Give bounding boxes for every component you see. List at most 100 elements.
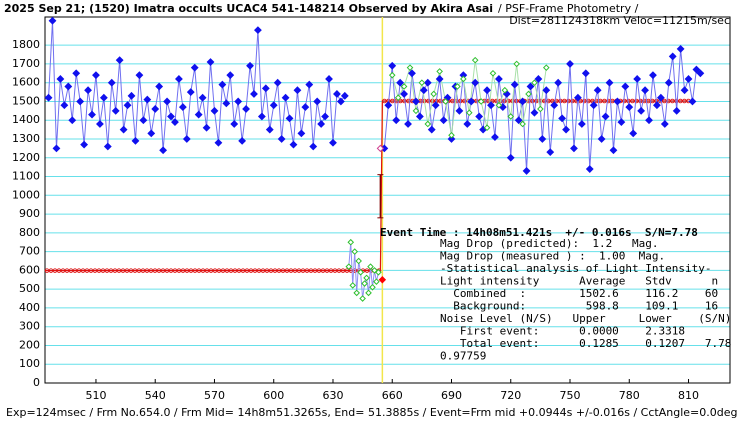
data-point bbox=[550, 101, 559, 110]
y-tick-label: 0 bbox=[33, 376, 40, 389]
data-point bbox=[218, 80, 227, 89]
data-point bbox=[68, 116, 77, 125]
data-point bbox=[672, 106, 681, 115]
data-point bbox=[210, 106, 219, 115]
data-point bbox=[566, 60, 574, 68]
data-point bbox=[178, 103, 187, 111]
data-point bbox=[692, 65, 701, 74]
data-point bbox=[585, 165, 594, 173]
data-point bbox=[406, 64, 414, 71]
data-point bbox=[289, 140, 298, 149]
data-point bbox=[107, 78, 116, 87]
data-point bbox=[135, 71, 144, 80]
annotation: Background: 598.8 109.1 16 bbox=[440, 300, 718, 313]
data-point bbox=[384, 101, 393, 110]
data-point bbox=[668, 52, 677, 61]
data-point bbox=[254, 26, 262, 35]
data-point bbox=[570, 144, 578, 153]
data-point bbox=[519, 120, 526, 128]
data-point bbox=[471, 56, 479, 64]
data-point bbox=[510, 80, 519, 89]
data-point bbox=[345, 263, 353, 270]
data-point bbox=[48, 16, 57, 25]
data-point bbox=[317, 120, 326, 128]
data-point bbox=[333, 90, 341, 98]
data-point bbox=[250, 90, 258, 98]
data-point bbox=[629, 129, 638, 138]
data-point bbox=[641, 86, 649, 95]
data-point bbox=[448, 131, 455, 139]
data-point bbox=[427, 125, 436, 134]
data-point bbox=[285, 114, 294, 123]
data-point bbox=[84, 86, 92, 95]
data-point bbox=[676, 45, 685, 53]
annotation: Combined : 1502.6 116.2 60 bbox=[440, 287, 718, 300]
data-point bbox=[206, 58, 215, 66]
data-point bbox=[198, 93, 207, 102]
annotation: Mag Drop (measured ) : 1.00 Mag. bbox=[440, 250, 665, 263]
data-point bbox=[269, 101, 278, 110]
data-point bbox=[297, 129, 306, 138]
data-point bbox=[525, 90, 532, 98]
y-tick-label: 300 bbox=[19, 320, 40, 333]
data-point bbox=[242, 105, 250, 113]
data-point bbox=[418, 79, 426, 86]
data-point bbox=[394, 94, 402, 102]
y-tick-label: 900 bbox=[19, 207, 40, 220]
data-point bbox=[194, 110, 203, 119]
series-line bbox=[48, 20, 346, 151]
annotation: -Statistical analysis of Light Intensity… bbox=[440, 262, 712, 275]
data-point bbox=[463, 120, 472, 128]
annotation: First event: 0.0000 2.3318 bbox=[440, 325, 685, 338]
y-tick-label: 800 bbox=[19, 226, 40, 239]
data-point bbox=[76, 97, 85, 106]
data-point bbox=[115, 56, 124, 65]
series-line bbox=[348, 242, 379, 299]
x-tick-label: 660 bbox=[382, 389, 403, 402]
data-point bbox=[171, 118, 179, 127]
data-point bbox=[507, 113, 515, 120]
data-point bbox=[351, 248, 359, 255]
data-point bbox=[522, 167, 531, 175]
data-point bbox=[151, 105, 160, 113]
data-point bbox=[423, 78, 432, 87]
data-point bbox=[277, 135, 286, 143]
data-point bbox=[442, 98, 449, 105]
data-point bbox=[412, 97, 420, 106]
data-point bbox=[111, 106, 120, 115]
data-point bbox=[301, 103, 310, 111]
annotation: Light intensity Average Stdv n bbox=[440, 275, 718, 288]
data-point bbox=[460, 75, 467, 83]
data-point bbox=[123, 101, 132, 110]
data-point bbox=[369, 283, 376, 291]
data-point bbox=[465, 109, 473, 117]
data-point bbox=[353, 289, 360, 297]
data-point bbox=[447, 135, 456, 143]
data-point bbox=[64, 82, 73, 91]
data-point bbox=[542, 86, 551, 95]
data-point bbox=[396, 78, 405, 87]
data-point bbox=[273, 78, 282, 87]
x-tick-label: 570 bbox=[204, 389, 225, 402]
data-point bbox=[487, 101, 495, 110]
data-point bbox=[155, 82, 164, 91]
data-point bbox=[621, 82, 630, 91]
data-point bbox=[103, 142, 112, 151]
data-point bbox=[513, 60, 520, 68]
data-point bbox=[238, 136, 247, 145]
data-point bbox=[617, 118, 626, 127]
plot-frame bbox=[44, 16, 731, 384]
data-point bbox=[518, 97, 527, 106]
data-point bbox=[696, 69, 705, 78]
data-point bbox=[246, 61, 254, 70]
data-point bbox=[186, 88, 195, 96]
data-point bbox=[483, 124, 491, 132]
data-point bbox=[375, 268, 382, 276]
data-point bbox=[542, 64, 550, 71]
data-point bbox=[127, 91, 136, 100]
annotation: Total event: 0.1285 0.1207 7.78 bbox=[440, 337, 731, 350]
data-point bbox=[581, 69, 590, 78]
data-point bbox=[435, 75, 444, 83]
annotation: Mag Drop (predicted): 1.2 Mag. bbox=[440, 237, 659, 250]
